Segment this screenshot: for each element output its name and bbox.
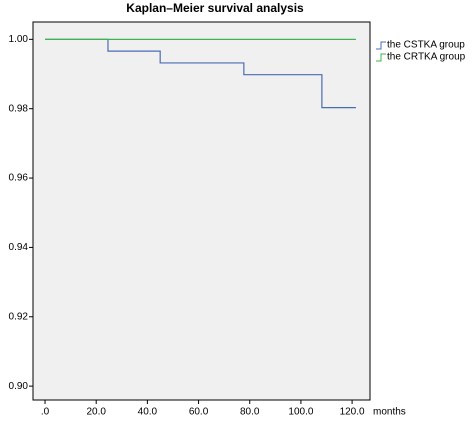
plot-area: [32, 21, 371, 401]
x-tick-label: .0: [41, 407, 50, 418]
legend-label: the CSTKA group: [387, 40, 465, 51]
legend-label: the CRTKA group: [387, 52, 466, 63]
x-tick-label: 100.0: [288, 407, 313, 418]
survival-line: [45, 38, 356, 109]
y-tick-label: 0.94: [9, 242, 29, 253]
x-tick-label: 120.0: [340, 407, 365, 418]
y-tick-label: 1.00: [9, 34, 29, 45]
chart-title: Kaplan–Meier survival analysis: [126, 1, 304, 15]
legend-swatch: [376, 53, 386, 62]
y-tick-label: 0.98: [9, 103, 29, 114]
y-tick-label: 0.96: [9, 173, 29, 184]
x-tick-label: 60.0: [189, 407, 209, 418]
x-axis-label: months: [373, 407, 406, 418]
y-tick-label: 0.90: [9, 381, 29, 392]
x-tick-label: 20.0: [86, 407, 106, 418]
legend-swatch: [376, 41, 386, 50]
x-tick-label: 80.0: [240, 407, 260, 418]
x-tick-label: 40.0: [138, 407, 158, 418]
y-tick-label: 0.92: [9, 311, 29, 322]
